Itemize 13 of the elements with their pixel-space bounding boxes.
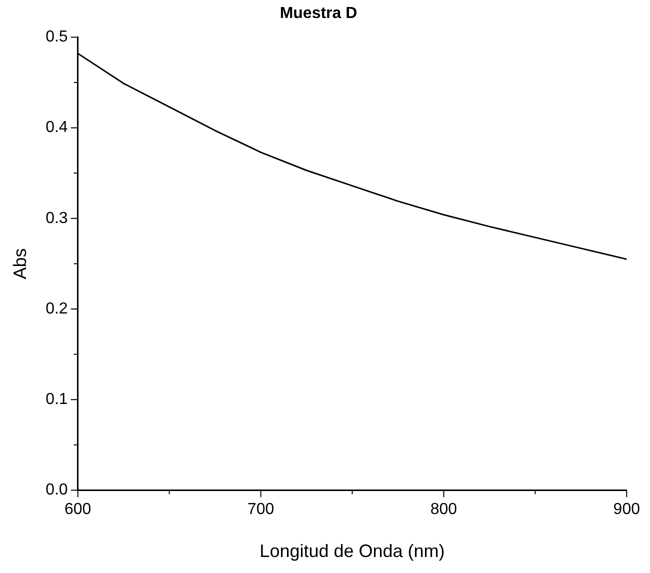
x-tick-label: 700 — [247, 501, 274, 518]
y-tick-label: 0.5 — [46, 28, 68, 46]
x-axis-title: Longitud de Onda (nm) — [260, 541, 445, 562]
y-tick-label: 0.1 — [46, 391, 68, 408]
x-tick-label: 600 — [64, 501, 92, 518]
y-tick-label: 0.0 — [46, 482, 68, 499]
chart-title: Muestra D — [280, 5, 358, 22]
y-tick-label: 0.2 — [46, 300, 68, 318]
y-axis-title: Abs — [10, 248, 30, 280]
y-tick-label: 0.3 — [46, 210, 68, 227]
y-tick-label: 0.4 — [46, 119, 68, 136]
x-tick-label: 800 — [430, 501, 458, 518]
x-tick-label: 900 — [613, 501, 640, 518]
